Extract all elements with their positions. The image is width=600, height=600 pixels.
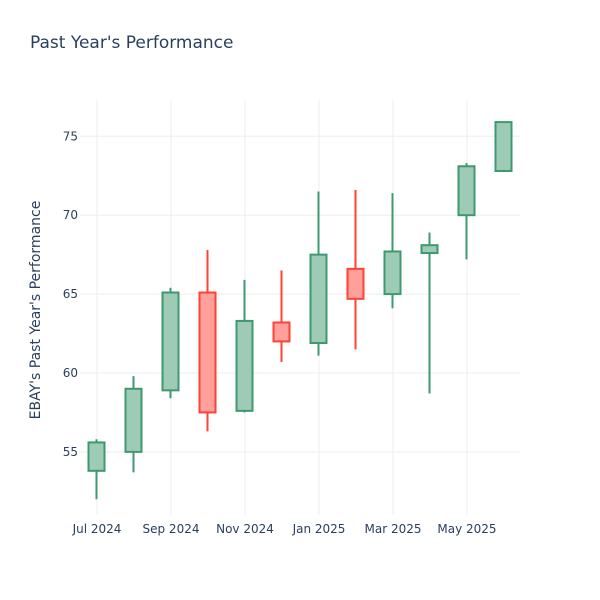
candle-increasing (383, 193, 402, 309)
grid-layer (80, 100, 520, 515)
y-tick-label: 55 (63, 445, 78, 459)
x-tick-label: Nov 2024 (216, 522, 274, 536)
x-tick-label: Sep 2024 (143, 522, 200, 536)
candle-increasing (309, 191, 328, 356)
candle-body (161, 291, 180, 392)
y-tick-label: 75 (63, 129, 78, 143)
candle-body (124, 387, 143, 453)
candle-body (346, 267, 365, 300)
candle-body (494, 121, 513, 173)
candle-body (87, 441, 106, 472)
candle-body (309, 253, 328, 345)
candle-body (383, 250, 402, 296)
candle-body (198, 291, 217, 414)
y-tick-label: 60 (63, 366, 78, 380)
candle-decreasing (272, 270, 291, 362)
candle-increasing (457, 163, 476, 260)
candle-layer (87, 121, 513, 500)
candle-body (235, 319, 254, 412)
candle-increasing (235, 279, 254, 413)
y-tick-label: 65 (63, 287, 78, 301)
candle-body (457, 165, 476, 217)
x-tick-label: Mar 2025 (365, 522, 422, 536)
candle-increasing (124, 376, 143, 473)
axis-layer: 55 60 65 70 75 Jul 2024 Sep 2024 Nov 2024 Jan 20… (63, 129, 497, 536)
candle-body (272, 321, 291, 343)
candle-decreasing (198, 249, 217, 432)
x-tick-label: May 2025 (437, 522, 496, 536)
x-tick-label: Jul 2024 (72, 522, 122, 536)
candle-increasing (494, 121, 513, 173)
candle-increasing (420, 232, 439, 394)
candle-increasing (87, 439, 106, 500)
candle-body (420, 244, 439, 255)
chart-title: Past Year's Performance (30, 33, 234, 53)
candle-increasing (161, 287, 180, 399)
y-axis-title: EBAY's Past Year's Performance (28, 201, 44, 420)
x-tick-label: Jan 2025 (292, 522, 346, 536)
y-tick-label: 70 (63, 208, 78, 222)
candle-decreasing (346, 189, 365, 350)
